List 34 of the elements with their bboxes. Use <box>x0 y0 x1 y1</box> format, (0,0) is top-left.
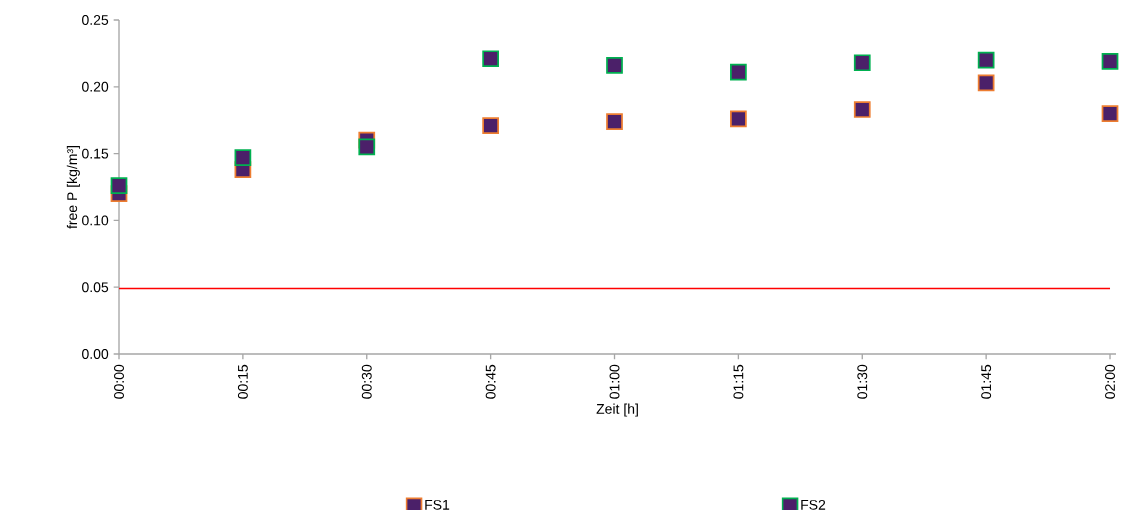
x-tick-label: 00:45 <box>485 364 496 399</box>
point <box>730 63 747 81</box>
y-axis-title: free P [kg/m³] <box>66 146 80 229</box>
point <box>977 51 995 69</box>
point <box>482 117 499 134</box>
x-tick-label: 00:30 <box>361 364 372 399</box>
y-tick-label: 0.25 <box>82 15 109 25</box>
x-tick-label: 01:45 <box>981 364 992 399</box>
point <box>482 50 499 68</box>
y-tick-label: 0.05 <box>82 282 109 293</box>
point <box>977 74 995 92</box>
x-tick-label: 00:15 <box>237 364 248 399</box>
point <box>234 149 252 166</box>
y-tick-label: 0.00 <box>82 349 109 359</box>
x-axis-title: Zeit [h] <box>596 403 638 417</box>
point <box>606 113 623 130</box>
x-tick-label: 01:00 <box>609 364 620 399</box>
legend-label: FS1 <box>425 499 450 510</box>
point <box>358 138 376 156</box>
point <box>606 57 623 74</box>
point <box>1101 53 1119 70</box>
point <box>853 54 871 72</box>
y-tick-label: 0.10 <box>82 215 109 226</box>
point <box>853 101 871 118</box>
x-tick-label: 01:15 <box>733 364 744 399</box>
point <box>1101 105 1119 122</box>
y-tick-label: 0.15 <box>82 148 109 159</box>
x-tick-label: 00:00 <box>114 364 124 399</box>
y-tick-label: 0.20 <box>82 81 109 92</box>
x-tick-label: 02:00 <box>1105 364 1115 399</box>
x-tick-label: 01:30 <box>857 364 868 399</box>
legend-label: FS2 <box>801 499 826 510</box>
point <box>730 110 747 128</box>
point <box>110 177 128 195</box>
